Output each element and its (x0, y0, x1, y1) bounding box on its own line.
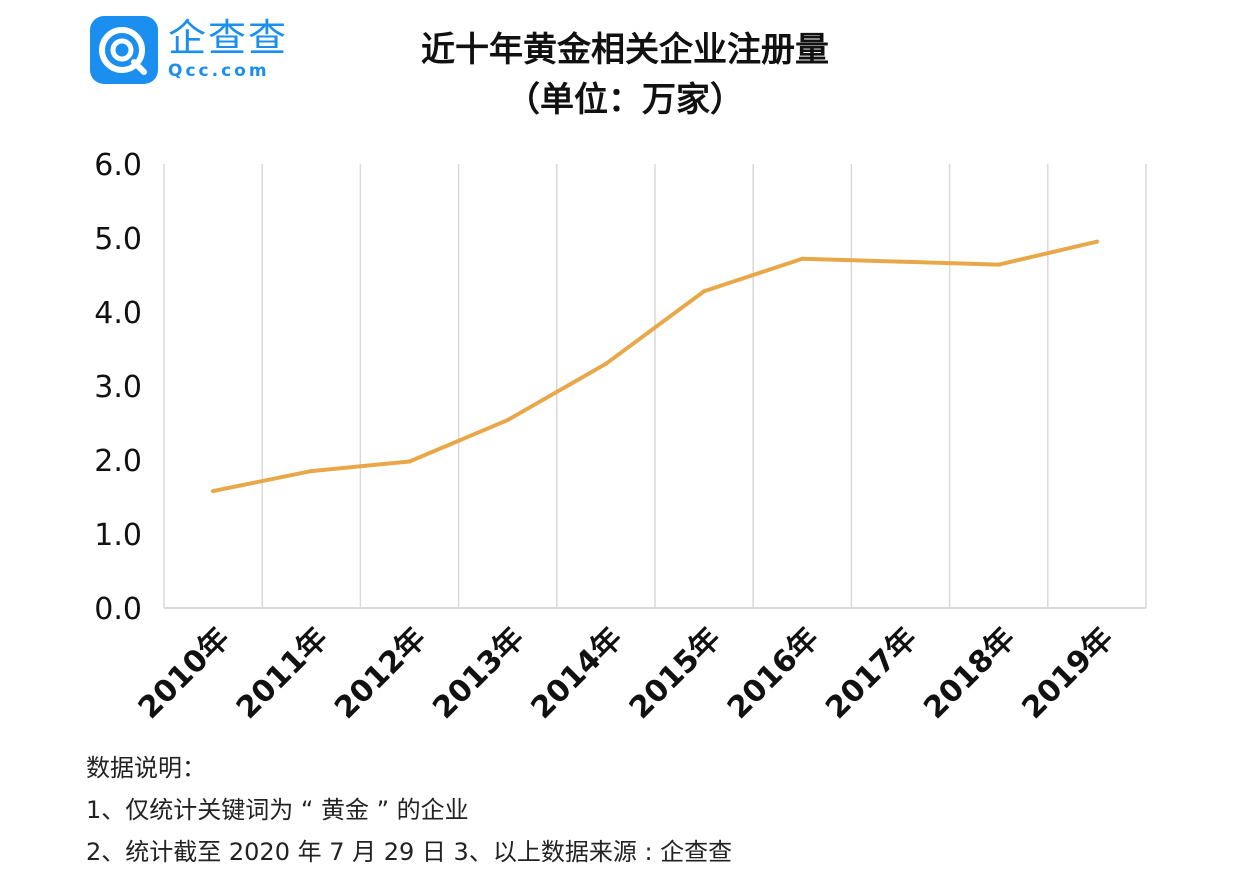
data-point-2013年 (505, 418, 510, 423)
notes-heading: 数据说明： (86, 754, 206, 782)
y-tick-label: 6.0 (94, 148, 142, 183)
y-tick-label: 2.0 (94, 444, 142, 479)
data-point-2014年 (603, 361, 608, 366)
y-tick-label: 0.0 (94, 592, 142, 627)
data-point-2017年 (898, 259, 903, 264)
x-tick-label: 2010年 (132, 621, 237, 726)
data-point-2019年 (1094, 239, 1099, 244)
x-tick-label: 2011年 (230, 621, 335, 726)
qcc-logo-icon (90, 16, 158, 84)
data-point-2012年 (407, 459, 412, 464)
y-tick-label: 1.0 (94, 518, 142, 553)
data-notes: 数据说明： 1、仅统计关键词为 “ 黄金 ” 的企业 2、统计截至 2020 年… (86, 747, 732, 873)
logo-name-cn: 企查查 (168, 16, 289, 60)
line-chart: 0.0 1.0 2.0 3.0 4.0 5.0 6.0 2010年2011年2012年2013… (94, 148, 1147, 726)
chart-title: 近十年黄金相关企业注册量 (421, 30, 829, 70)
y-tick-label: 4.0 (94, 296, 142, 331)
data-point-2015年 (702, 289, 707, 294)
x-tick-label: 2013年 (426, 621, 531, 726)
data-point-2016年 (800, 256, 805, 261)
y-tick-label: 5.0 (94, 222, 142, 257)
series-line-0 (211, 239, 1099, 494)
x-tick-label: 2012年 (328, 621, 433, 726)
data-point-2010年 (211, 489, 216, 494)
x-tick-label: 2014年 (525, 621, 630, 726)
notes-line-2: 2、统计截至 2020 年 7 月 29 日 3、以上数据来源 : 企查查 (86, 838, 733, 866)
data-point-2011年 (309, 469, 314, 474)
notes-line-1: 1、仅统计关键词为 “ 黄金 ” 的企业 (86, 796, 469, 824)
logo: 企查查 Qcc.com (90, 16, 288, 84)
data-point-2018年 (996, 262, 1001, 267)
logo-name-en: Qcc.com (168, 61, 270, 81)
x-tick-label: 2015年 (623, 621, 728, 726)
x-tick-label: 2018年 (917, 621, 1022, 726)
y-tick-label: 3.0 (94, 370, 142, 405)
chart-unit-subtitle: （单位：万家） (506, 80, 744, 120)
x-tick-label: 2017年 (819, 621, 924, 726)
x-tick-label: 2016年 (721, 621, 826, 726)
x-tick-label: 2019年 (1016, 621, 1121, 726)
